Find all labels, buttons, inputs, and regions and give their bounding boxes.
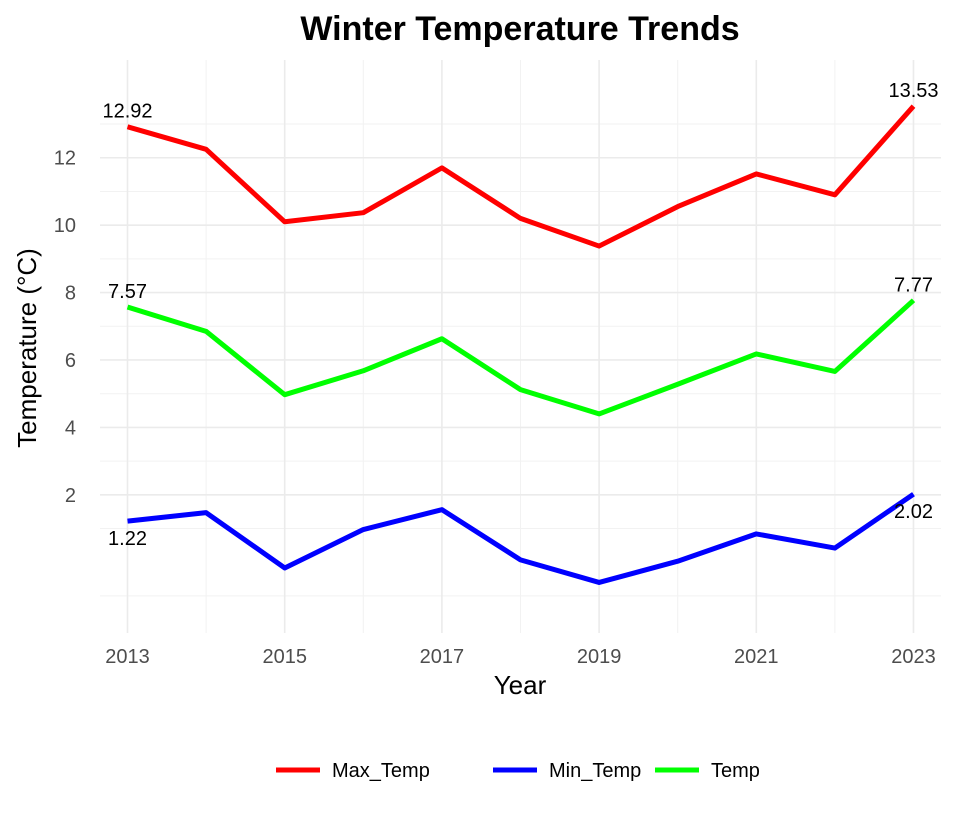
x-tick-label: 2019 <box>577 646 622 668</box>
data-label: 13.53 <box>888 80 938 102</box>
y-tick-label: 2 <box>65 485 76 507</box>
legend-label: Max_Temp <box>332 760 430 782</box>
major-x-gridlines <box>126 60 915 633</box>
y-axis-tick-labels: 2 4 6 8 10 12 <box>54 148 76 507</box>
data-label: 12.92 <box>102 101 152 123</box>
x-axis-tick-labels: 2013 2015 2017 2019 2021 2023 <box>105 646 935 668</box>
x-tick-label: 2021 <box>734 646 779 668</box>
y-tick-label: 4 <box>65 417 76 439</box>
series-line-max-temp <box>126 104 916 249</box>
series-line-temp <box>126 298 916 417</box>
x-tick-label: 2023 <box>891 646 936 668</box>
major-y-gridlines <box>100 156 941 496</box>
data-label: 7.57 <box>108 281 147 303</box>
y-tick-label: 6 <box>65 350 76 372</box>
y-tick-label: 8 <box>65 283 76 305</box>
legend: Max_Temp Min_Temp Temp <box>276 760 760 782</box>
x-tick-label: 2013 <box>105 646 150 668</box>
minor-x-gridlines <box>205 60 836 633</box>
x-tick-label: 2017 <box>420 646 465 668</box>
series-lines <box>126 104 916 585</box>
y-axis-title: Temperature (°C) <box>12 248 42 448</box>
chart-title: Winter Temperature Trends <box>300 10 739 48</box>
data-label: 1.22 <box>108 528 147 550</box>
legend-label: Temp <box>711 760 760 782</box>
x-axis-title: Year <box>494 670 547 700</box>
data-label: 2.02 <box>894 501 933 523</box>
y-tick-label: 10 <box>54 215 76 237</box>
data-labels: 12.92 13.53 1.22 2.02 7.57 7.77 <box>102 80 938 550</box>
y-tick-label: 12 <box>54 148 76 170</box>
legend-label: Min_Temp <box>549 760 641 782</box>
x-tick-label: 2015 <box>262 646 307 668</box>
data-label: 7.77 <box>894 274 933 296</box>
series-line-min-temp <box>127 492 915 585</box>
